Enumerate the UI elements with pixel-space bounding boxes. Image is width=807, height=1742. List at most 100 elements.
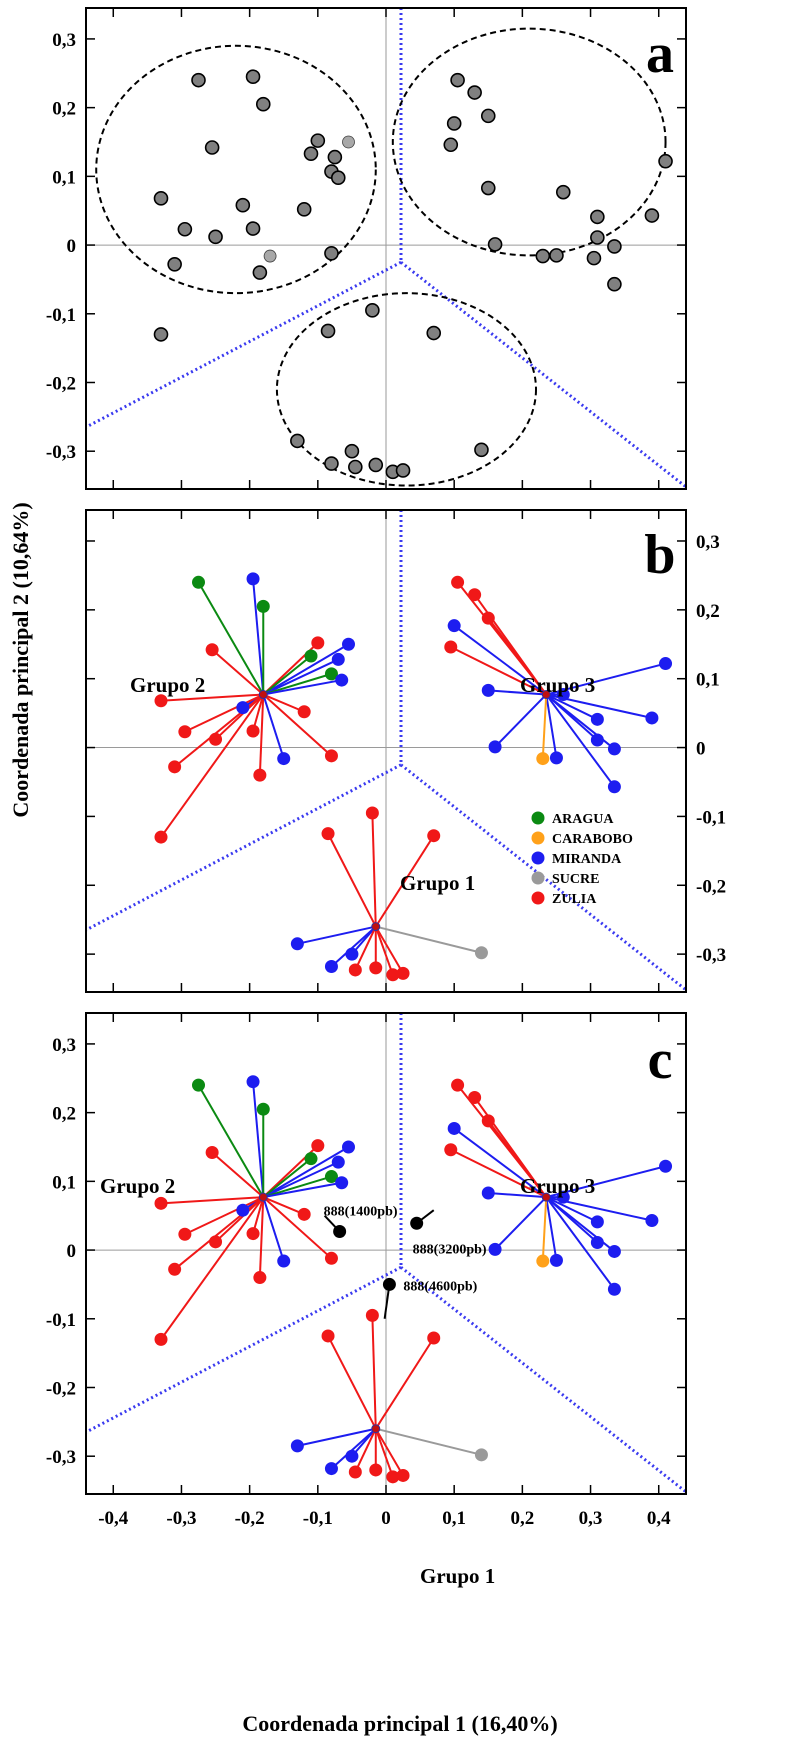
spoke-line <box>252 1081 265 1198</box>
spoke-line <box>545 1196 616 1290</box>
data-point-zulia <box>444 1143 458 1157</box>
data-point-miranda <box>481 683 495 697</box>
data-point-zulia <box>297 705 311 719</box>
panel-c-xtick-label: -0,3 <box>166 1508 196 1529</box>
spoke-line <box>330 1427 377 1470</box>
data-point-zulia <box>253 768 267 782</box>
data-point <box>450 72 465 88</box>
panel-a-separator-left <box>85 260 402 429</box>
group-centroid <box>258 1192 268 1202</box>
data-point-miranda <box>481 1186 495 1200</box>
data-point-zulia <box>154 1196 168 1210</box>
data-point-zulia <box>253 1271 267 1285</box>
data-point-zulia <box>468 1091 482 1105</box>
group-centroid <box>258 690 268 700</box>
legend-swatch <box>531 831 545 845</box>
projected-sample-label: 888(1400pb) <box>324 1205 398 1220</box>
spoke-line <box>263 1181 342 1199</box>
panel-c-ytick-label: -0,3 <box>46 1447 76 1468</box>
group-centroid <box>371 1424 381 1434</box>
panel-c-xtick-label: -0,2 <box>235 1508 265 1529</box>
data-point-miranda <box>556 688 570 702</box>
panel-b-separator-left <box>85 763 402 932</box>
data-point-zulia <box>468 588 482 602</box>
data-point-miranda <box>324 1462 338 1476</box>
spoke-line <box>488 689 547 696</box>
panel-b: 0,3 0,2 0,1 0 -0,1 -0,2 -0,3 ARAGUA CARABOBO MIRA… <box>85 509 726 993</box>
spoke-line <box>262 693 333 757</box>
data-point <box>368 457 384 473</box>
data-point <box>348 459 363 475</box>
spoke-line <box>375 1427 482 1456</box>
data-point-miranda <box>331 652 345 666</box>
data-point-carabobo <box>536 1254 550 1268</box>
spoke-line <box>374 1337 435 1430</box>
spoke-line <box>374 926 394 976</box>
panel-c-xtick-label: 0 <box>381 1508 391 1529</box>
panel-a-ytick-label: 0,3 <box>52 30 76 51</box>
spoke-line <box>374 835 435 928</box>
data-point <box>549 248 564 263</box>
data-point-miranda <box>345 1449 359 1463</box>
projected-sample-point <box>382 1277 396 1291</box>
legend-label: CARABOBO <box>552 832 633 847</box>
data-point-aragua <box>256 1102 270 1116</box>
data-point-zulia <box>178 1227 192 1241</box>
panel-c-xtick-label: 0,2 <box>510 1508 534 1529</box>
data-point-miranda <box>345 947 359 961</box>
spoke-line <box>197 1084 265 1198</box>
data-point <box>586 250 602 266</box>
data-point-zulia <box>321 827 335 841</box>
spoke-line <box>487 1120 548 1198</box>
data-point-miranda <box>236 1203 250 1217</box>
spoke-line <box>488 1192 547 1199</box>
projected-sample-label: 888(3200pb) <box>413 1242 487 1257</box>
spoke-line <box>262 693 305 713</box>
spoke-line <box>262 694 285 759</box>
data-point-zulia <box>324 749 338 763</box>
data-point-miranda <box>488 740 502 754</box>
panel-b-letter: b <box>644 524 675 586</box>
data-point-aragua <box>192 575 205 589</box>
spoke-line <box>262 643 350 696</box>
data-point-miranda <box>342 637 355 651</box>
panel-b-ytick-label: -0,3 <box>696 945 726 966</box>
spoke-line <box>545 693 598 721</box>
data-point <box>320 323 336 339</box>
data-point <box>487 237 503 252</box>
spoke-line <box>374 1428 394 1478</box>
data-point-zulia <box>451 1078 465 1092</box>
data-point-miranda <box>590 733 604 747</box>
data-point <box>467 85 482 100</box>
spoke-line <box>211 1151 264 1198</box>
group-ellipse <box>391 27 667 257</box>
panel-c-xtick-label: 0,4 <box>647 1508 671 1529</box>
panel-b-ytick-label: -0,1 <box>696 807 726 828</box>
panel-c-letter: c <box>648 1029 673 1091</box>
spoke-line <box>330 925 377 968</box>
legend-swatch <box>531 891 545 905</box>
panel-b-ytick-label: 0,3 <box>696 532 720 553</box>
data-point-sucre <box>474 1448 488 1462</box>
data-point <box>245 221 261 236</box>
data-point-miranda <box>556 1190 570 1204</box>
data-point-miranda <box>590 1215 604 1229</box>
spoke-line <box>450 1148 547 1199</box>
data-point-miranda <box>607 1244 621 1258</box>
data-point-zulia <box>168 760 182 774</box>
panel-a-separator-right <box>400 261 687 489</box>
group-centroid <box>541 1192 551 1202</box>
spoke-line <box>354 926 377 971</box>
panel-c-separator-left <box>85 1265 402 1434</box>
data-point <box>607 276 622 292</box>
panel-c-group-2-label: Grupo 2 <box>100 1174 175 1198</box>
data-point-miranda <box>607 742 621 756</box>
spoke-line <box>450 646 547 696</box>
data-point <box>245 69 261 85</box>
spoke-line <box>211 649 264 696</box>
panel-c-group-1-label: Grupo 1 <box>420 1564 495 1588</box>
panel-a-ytick-label: -0,3 <box>46 442 76 463</box>
data-point-miranda <box>342 1140 355 1154</box>
data-point-sucre <box>474 946 488 960</box>
legend-label: ARAGUA <box>552 812 614 827</box>
